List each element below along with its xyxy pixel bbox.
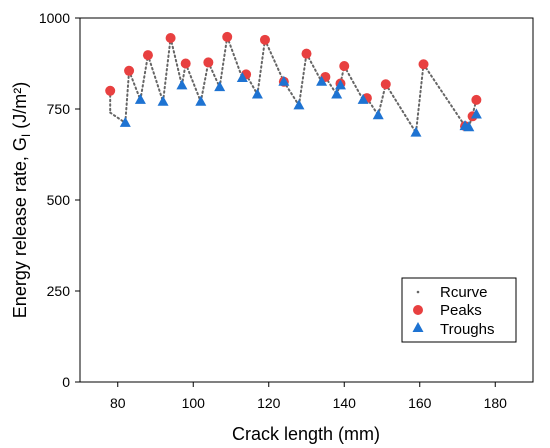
rcurve-segment [169, 37, 183, 87]
y-tick-label: 250 [47, 283, 71, 299]
trough-point [463, 121, 475, 132]
y-axis-label-subscript: I [19, 134, 33, 137]
x-tick-label: 100 [182, 395, 206, 411]
rcurve-segment [377, 83, 387, 117]
trough-point [334, 79, 346, 90]
rcurve-segment [305, 52, 323, 83]
trough-point [195, 95, 207, 106]
trough-point [278, 75, 290, 86]
legend-swatch-troughs [412, 322, 424, 332]
rcurve-segment [128, 69, 142, 101]
y-tick-label: 750 [47, 101, 71, 117]
trough-point [293, 99, 305, 110]
x-tick-label: 180 [484, 395, 508, 411]
rcurve-segment [256, 38, 266, 96]
legend-label-troughs: Troughs [440, 321, 494, 338]
peak-point [259, 34, 270, 45]
rcurve-segment [199, 61, 210, 103]
legend-swatch-peaks [413, 305, 423, 315]
peak-point [418, 59, 429, 70]
peak-point [165, 33, 176, 44]
legend: Rcurve Peaks Troughs [401, 277, 517, 343]
peak-point [339, 61, 350, 72]
rcurve-segment [226, 35, 244, 80]
rcurve-segment [343, 65, 365, 101]
peak-point [124, 65, 135, 76]
y-tick-label: 500 [47, 192, 71, 208]
peak-point [142, 50, 153, 61]
trough-point [372, 109, 384, 120]
trough-point [357, 93, 369, 104]
rcurve-segment [109, 111, 127, 124]
rcurve-segment [184, 62, 202, 103]
x-tick-label: 120 [257, 395, 281, 411]
rcurve-segment [162, 37, 172, 103]
series-troughs [119, 72, 482, 137]
trough-point [316, 75, 328, 86]
trough-point [214, 81, 226, 92]
rcurve-segment [139, 54, 149, 101]
rcurve-segment [297, 52, 308, 107]
trough-point [410, 126, 422, 137]
y-axis-label: Energy release rate, GI (J/m²) [10, 82, 33, 318]
trough-point [251, 88, 263, 99]
y-tick-label: 0 [62, 374, 70, 390]
rcurve-segment [384, 83, 417, 134]
peak-point [222, 31, 233, 42]
legend-label-rcurve: Rcurve [440, 284, 488, 301]
legend-label-peaks: Peaks [440, 302, 482, 319]
trough-point [331, 88, 343, 99]
peak-point [301, 48, 312, 59]
series-rcurve [109, 35, 478, 134]
trough-point [119, 116, 131, 127]
trough-point [236, 72, 248, 83]
peak-point [203, 57, 214, 68]
x-tick-label: 160 [408, 395, 432, 411]
rcurve-segment [414, 63, 425, 134]
rcurve-segment [218, 35, 229, 89]
rcurve-segment [124, 69, 131, 124]
rcurve-segment [146, 54, 165, 103]
rcurve-segment [365, 97, 380, 117]
rcurve-segment [422, 63, 467, 128]
y-tick-label: 1000 [39, 10, 70, 26]
peak-point [105, 85, 116, 96]
x-tick-label: 80 [110, 395, 126, 411]
series-peaks [105, 31, 482, 132]
y-axis-label-unit: (J/m²) [10, 82, 30, 134]
x-axis-label: Crack length (mm) [232, 424, 380, 444]
legend-item-peaks: Peaks [413, 302, 482, 319]
peak-point [180, 58, 191, 69]
y-axis-ticks: 0 250 500 750 1000 [39, 10, 80, 390]
legend-item-rcurve: Rcurve [416, 284, 488, 301]
rcurve-segment [324, 75, 338, 96]
x-tick-label: 140 [333, 395, 357, 411]
legend-item-troughs: Troughs [412, 321, 494, 338]
y-axis-label-main: Energy release rate, G [10, 137, 30, 318]
trough-point [470, 108, 482, 119]
trough-point [157, 95, 169, 106]
peak-point [380, 79, 391, 90]
legend-swatch-rcurve [416, 290, 420, 294]
x-axis-ticks: 80 100 120 140 160 180 [110, 382, 507, 411]
peak-point [471, 94, 482, 105]
rcurve-segment [263, 38, 285, 83]
trough-point [134, 93, 146, 104]
trough-point [176, 79, 188, 90]
